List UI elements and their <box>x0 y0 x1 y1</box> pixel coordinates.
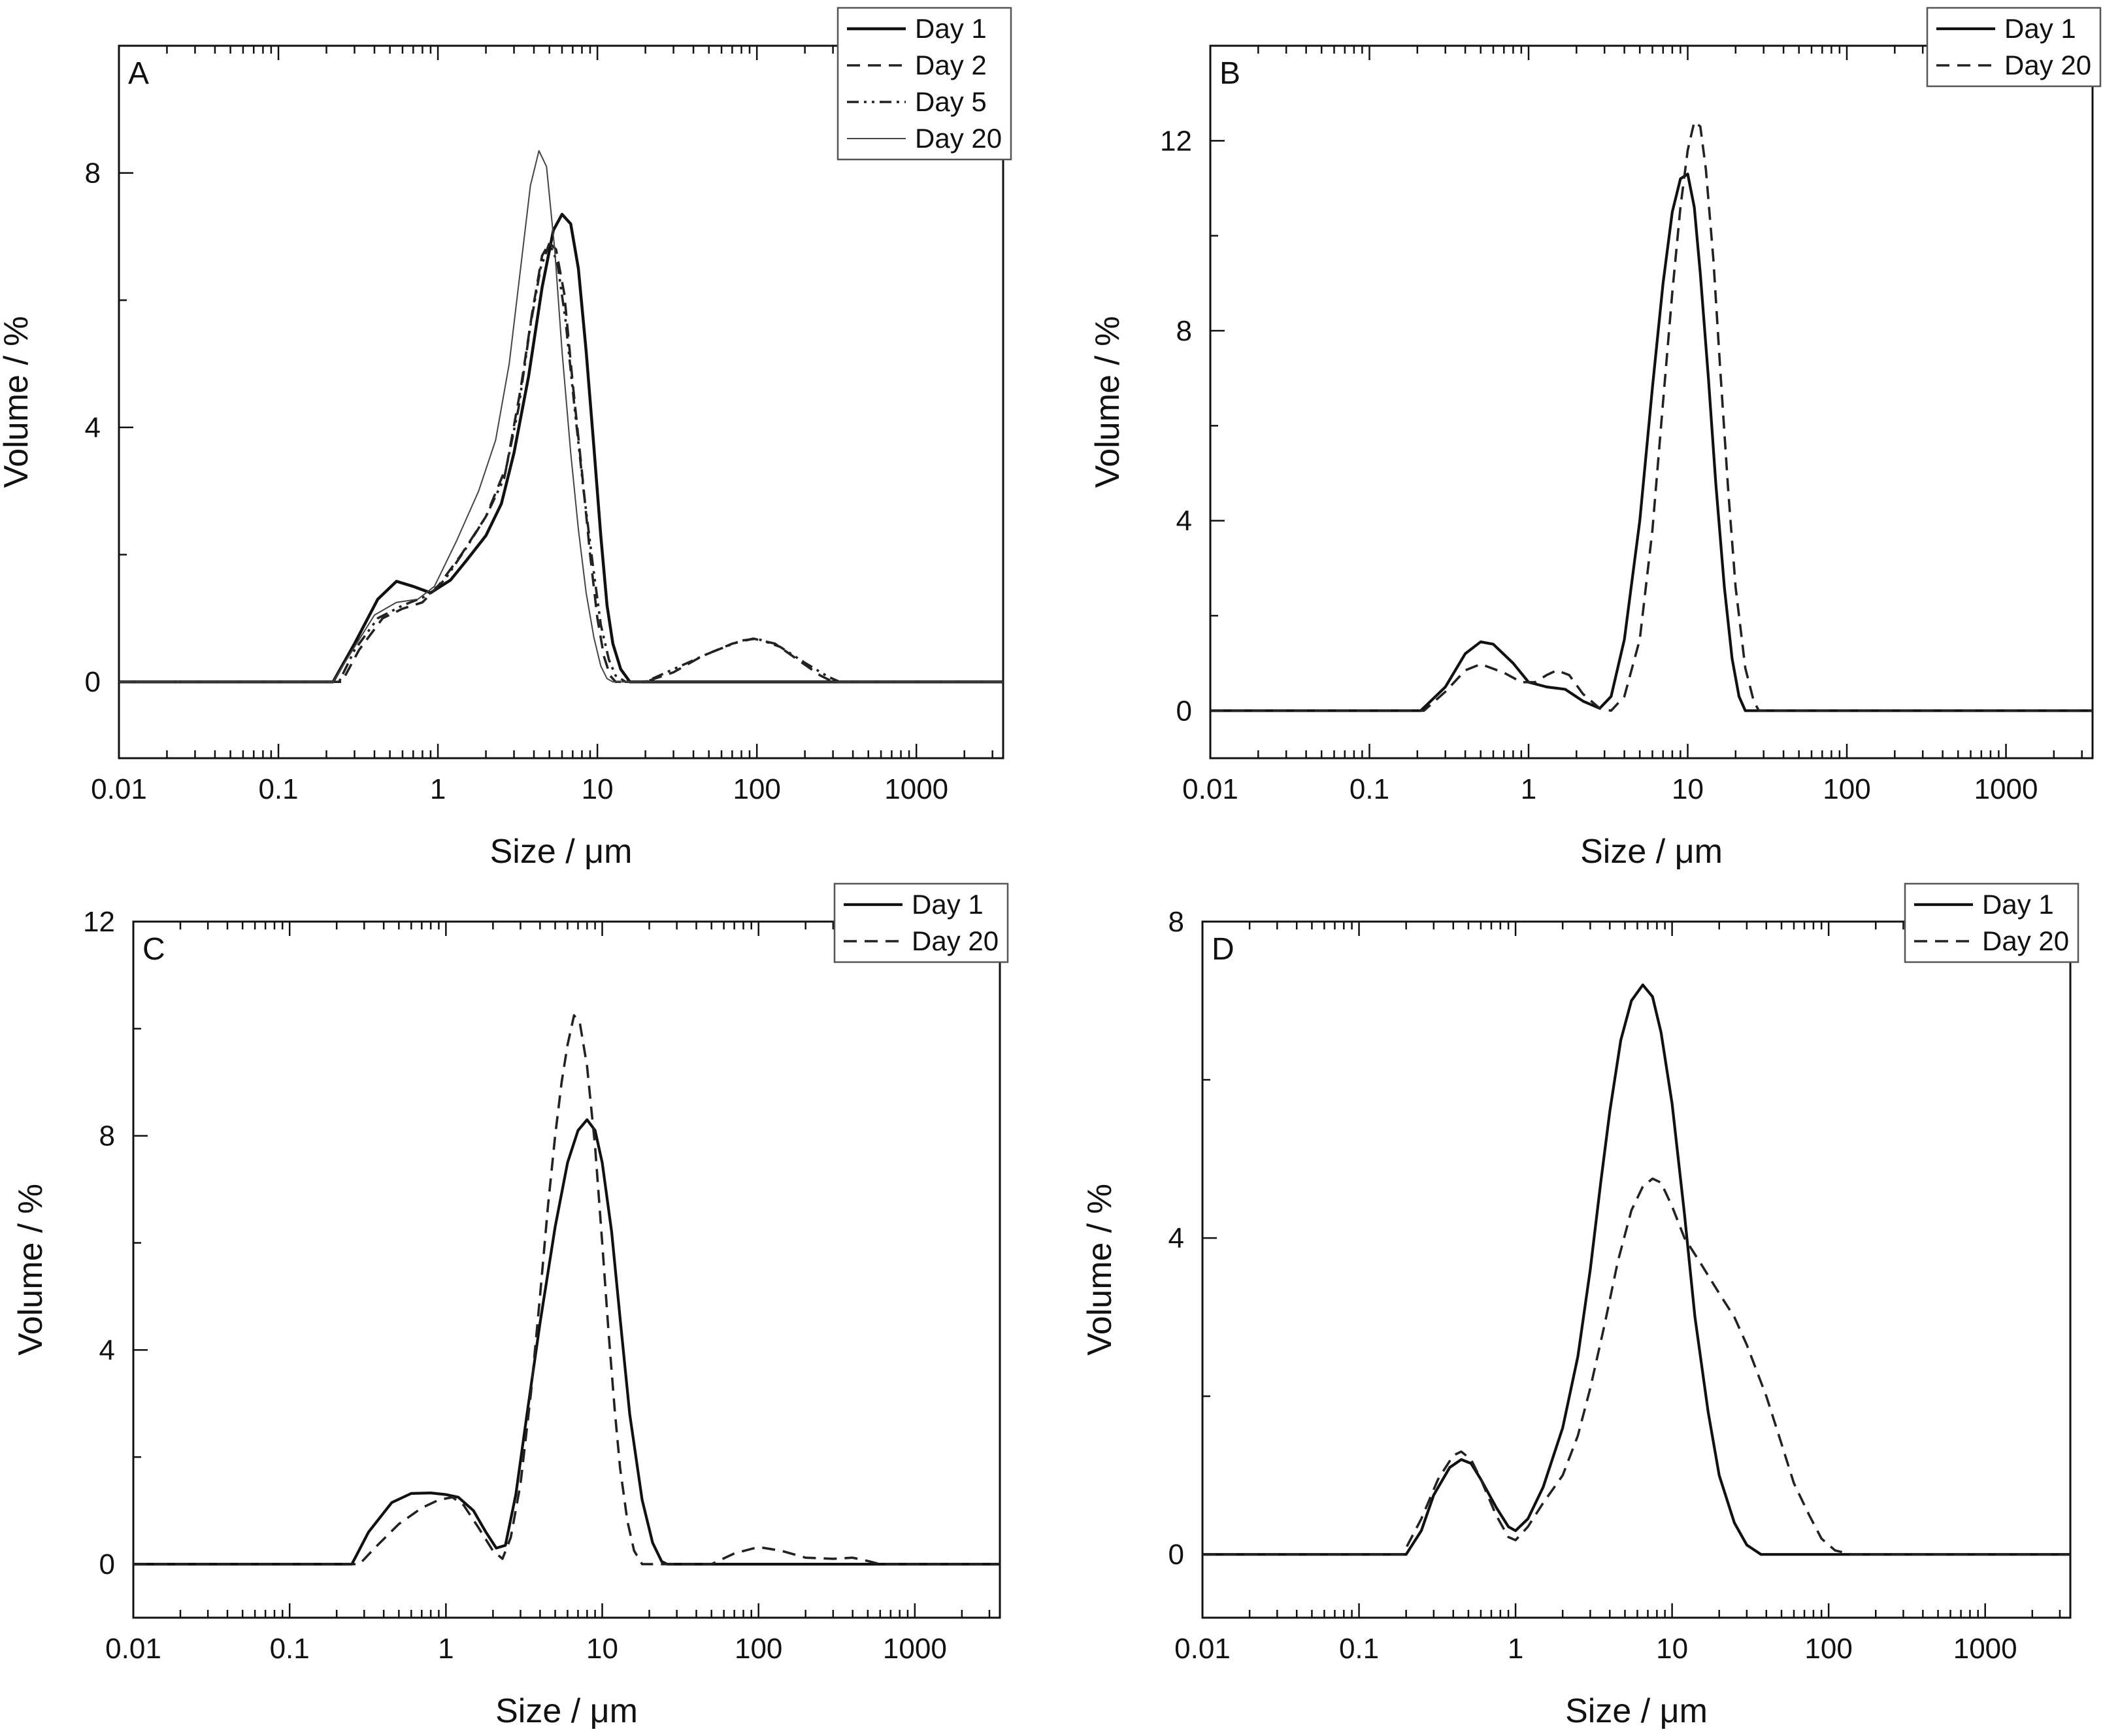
x-tick-label: 0.1 <box>270 1633 310 1665</box>
panel-letter: B <box>1219 56 1240 91</box>
chart-panel-a: 0.01 0.1 1 10 100 1000 0 4 8 Size / μm Volume / % A… <box>0 7 1012 871</box>
x-tick-label: 100 <box>733 773 780 805</box>
x-tick-label: 1 <box>430 773 446 805</box>
legend-label: Day 1 <box>912 889 984 920</box>
y-tick-label: 8 <box>99 1120 115 1152</box>
legend-box <box>836 7 1012 161</box>
y-tick-label: 0 <box>1176 695 1192 727</box>
legend-label: Day 2 <box>915 50 987 80</box>
x-axis-label: Size / μm <box>495 1692 638 1730</box>
series-line-day-20 <box>119 150 1003 683</box>
y-tick-label: 4 <box>99 1334 115 1366</box>
x-tick-label: 100 <box>1804 1633 1852 1665</box>
y-tick-label: 0 <box>1168 1539 1184 1571</box>
y-tick-label: 12 <box>1160 125 1192 157</box>
plot-frame <box>132 920 1001 1619</box>
series-line-day-20 <box>133 1014 1000 1565</box>
x-tick-label: 100 <box>735 1633 782 1665</box>
legend-label: Day 20 <box>915 123 1002 154</box>
legend-label: Day 5 <box>915 86 987 117</box>
y-tick-label: 8 <box>1168 906 1184 938</box>
x-tick-label: 1000 <box>1974 773 2038 805</box>
legend-label: Day 20 <box>2004 50 2091 80</box>
series-line-day-5 <box>119 241 1003 683</box>
x-tick-label: 1 <box>1521 773 1536 805</box>
y-axis-label: Volume / % <box>1081 1184 1119 1356</box>
panel-letter: C <box>142 932 165 967</box>
series-line-day-20 <box>1210 120 2093 712</box>
plot-frame <box>1209 44 2094 760</box>
legend: Day 1 Day 20 <box>833 882 1009 963</box>
x-tick-label: 1000 <box>883 1633 947 1665</box>
legend-label: Day 20 <box>1982 926 2069 956</box>
x-tick-label: 0.1 <box>258 773 298 805</box>
y-axis-label: Volume / % <box>0 316 35 488</box>
legend-label: Day 1 <box>915 13 987 44</box>
series-line-day-2 <box>119 241 1003 683</box>
x-tick-label: 0.01 <box>91 773 147 805</box>
x-tick-label: 0.01 <box>1182 773 1238 805</box>
x-tick-label: 100 <box>1823 773 1870 805</box>
legend: Day 1 Day 20 <box>1904 882 2079 963</box>
y-tick-label: 8 <box>1176 315 1192 347</box>
chart-panel-d: 0.01 0.1 1 10 100 1000 0 4 8 Size / μm Volume / % D… <box>1081 882 2079 1730</box>
x-tick-label: 0.01 <box>105 1633 161 1665</box>
legend: Day 1 Day 20 <box>1926 7 2102 88</box>
y-axis-label: Volume / % <box>12 1184 50 1356</box>
x-tick-label: 10 <box>586 1633 618 1665</box>
x-axis-label: Size / μm <box>1580 833 1723 871</box>
series-line-day-1 <box>133 1118 1000 1566</box>
y-tick-label: 0 <box>85 666 101 698</box>
series-line-day-1 <box>1210 173 2093 712</box>
chart-panel-c: 0.01 0.1 1 10 100 1000 0 4 8 12 Size / μm Volume / … <box>12 882 1009 1730</box>
x-tick-label: 10 <box>582 773 614 805</box>
series-line-day-1 <box>1202 983 2070 1556</box>
x-tick-label: 0.1 <box>1339 1633 1379 1665</box>
y-tick-label: 8 <box>85 158 101 190</box>
y-tick-label: 4 <box>1168 1222 1184 1254</box>
legend-label: Day 20 <box>912 926 999 956</box>
legend: Day 1 Day 2 Day 5 Day 20 <box>836 7 1012 161</box>
x-tick-label: 1 <box>438 1633 454 1665</box>
y-tick-label: 12 <box>83 906 115 938</box>
legend-box <box>833 882 1009 963</box>
series-line-day-1 <box>119 212 1003 684</box>
x-tick-label: 0.1 <box>1350 773 1389 805</box>
x-axis-label: Size / μm <box>490 833 633 871</box>
x-tick-label: 10 <box>1656 1633 1688 1665</box>
y-axis-label: Volume / % <box>1089 316 1127 488</box>
legend-label: Day 1 <box>1982 889 2054 920</box>
panel-letter: A <box>128 56 149 91</box>
x-tick-label: 10 <box>1672 773 1704 805</box>
y-tick-label: 4 <box>85 412 101 444</box>
legend-box <box>1904 882 2079 963</box>
y-tick-label: 4 <box>1176 505 1192 537</box>
x-tick-label: 1000 <box>884 773 948 805</box>
plot-frame <box>118 44 1004 760</box>
series-line-day-20 <box>1202 1177 2070 1556</box>
x-tick-label: 0.01 <box>1174 1633 1231 1665</box>
chart-panel-b: 0.01 0.1 1 10 100 1000 0 4 8 12 Size / μm Volume / … <box>1089 7 2102 871</box>
x-tick-label: 1000 <box>1953 1633 2017 1665</box>
legend-label: Day 1 <box>2004 13 2076 44</box>
x-tick-label: 1 <box>1508 1633 1523 1665</box>
x-axis-label: Size / μm <box>1565 1692 1708 1730</box>
plot-frame <box>1201 920 2072 1619</box>
legend-box <box>1926 7 2102 88</box>
y-tick-label: 0 <box>99 1548 115 1580</box>
panel-letter: D <box>1212 932 1234 967</box>
